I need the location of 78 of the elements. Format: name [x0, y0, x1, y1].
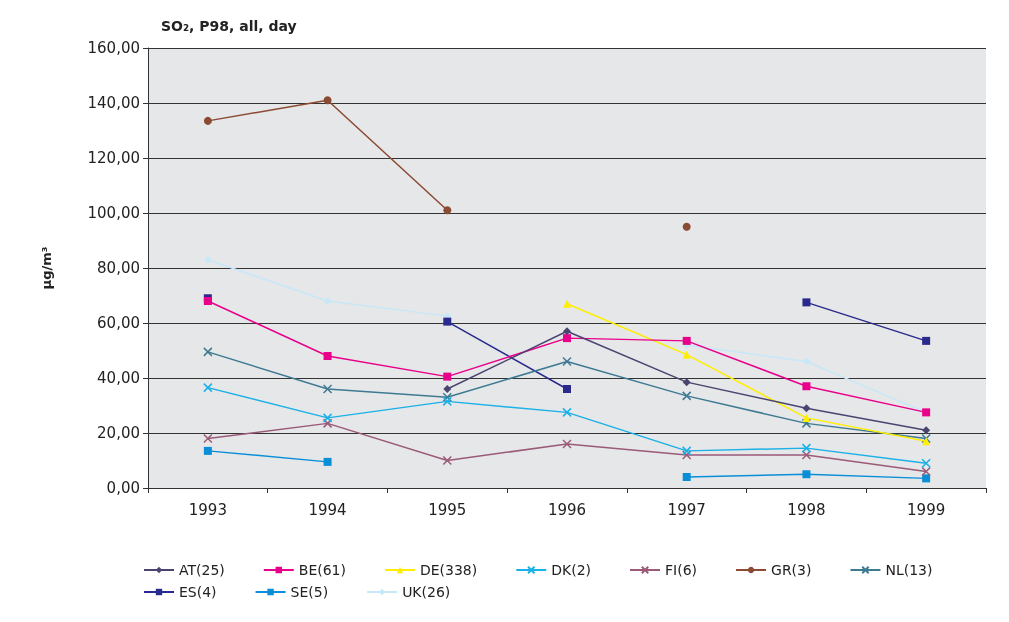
- point: [681, 391, 692, 401]
- x-tick-label: 1995: [428, 500, 467, 519]
- point: [203, 255, 212, 264]
- point: [323, 457, 332, 466]
- point: [323, 96, 332, 105]
- legend-label: UK(26): [402, 584, 451, 600]
- legend-label: ES(4): [179, 584, 217, 600]
- point: [802, 357, 811, 366]
- point: [562, 439, 572, 449]
- point: [322, 418, 333, 429]
- legend-label: GR(3): [771, 562, 812, 578]
- point: [322, 413, 333, 423]
- point: [442, 396, 453, 407]
- point: [802, 413, 811, 422]
- point: [801, 450, 812, 460]
- x-tick-label: 1998: [787, 500, 826, 519]
- point: [922, 336, 931, 345]
- point: [802, 382, 811, 391]
- point: [681, 450, 692, 460]
- y-tick-label: 100,00: [87, 204, 140, 222]
- point: [323, 352, 332, 360]
- point: [802, 404, 811, 413]
- point: [442, 455, 453, 466]
- legend-label: NL(13): [885, 562, 933, 578]
- y-axis-title: µg/m³: [39, 246, 54, 290]
- point: [922, 474, 931, 483]
- point: [563, 385, 571, 393]
- legend-label: DK(2): [551, 562, 592, 578]
- y-tick-label: 140,00: [87, 94, 140, 112]
- point: [921, 458, 931, 468]
- point: [921, 433, 931, 444]
- point: [563, 299, 571, 308]
- point: [801, 443, 812, 453]
- x-tick-label: 1993: [188, 500, 227, 519]
- point: [922, 426, 931, 435]
- x-tick-label: 1996: [547, 500, 587, 519]
- point: [681, 446, 692, 456]
- legend-label: BE(61): [298, 562, 346, 578]
- y-tick-label: 20,00: [97, 424, 140, 442]
- point: [442, 392, 453, 402]
- point: [203, 446, 212, 455]
- y-tick-label: 120,00: [87, 149, 140, 167]
- point: [562, 407, 572, 418]
- point: [203, 347, 213, 357]
- point: [682, 336, 691, 345]
- point: [203, 433, 213, 444]
- legend-label: FI(6): [665, 562, 698, 578]
- point: [562, 356, 572, 367]
- point: [203, 116, 212, 125]
- point: [682, 350, 691, 359]
- point: [921, 466, 931, 477]
- legend-label: DE(338): [419, 562, 478, 578]
- point: [563, 334, 571, 343]
- point: [443, 206, 452, 215]
- point: [682, 378, 691, 387]
- y-tick-label: 60,00: [97, 314, 140, 332]
- point: [563, 327, 571, 336]
- y-tick-label: 0,00: [106, 479, 140, 497]
- point: [443, 317, 452, 326]
- point: [203, 382, 213, 393]
- point: [323, 297, 332, 305]
- point: [682, 222, 691, 231]
- point: [443, 372, 452, 381]
- x-tick-label: 1997: [667, 500, 706, 519]
- legend-label: AT(25): [179, 562, 225, 578]
- legend-label: SE(5): [290, 584, 329, 600]
- y-tick-label: 80,00: [97, 259, 140, 277]
- x-tick-label: 1999: [907, 500, 946, 519]
- point: [322, 384, 333, 394]
- chart-title: SO₂, P98, all, day: [161, 18, 297, 34]
- y-tick-label: 160,00: [87, 39, 140, 57]
- point: [443, 385, 452, 393]
- point: [801, 418, 812, 429]
- point: [802, 298, 811, 307]
- x-tick-label: 1994: [308, 500, 347, 519]
- point: [802, 470, 811, 479]
- point: [682, 473, 691, 481]
- y-tick-label: 40,00: [97, 369, 140, 387]
